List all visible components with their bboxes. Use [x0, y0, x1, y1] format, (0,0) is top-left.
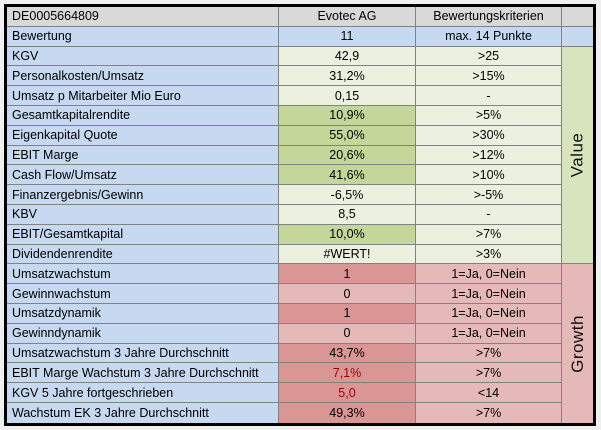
- row-label-cell[interactable]: Gesamtkapitalrendite: [7, 105, 279, 126]
- row-value-cell[interactable]: 10,9%: [279, 105, 416, 126]
- growth-section-strip[interactable]: Growth: [562, 264, 593, 423]
- row-label-cell[interactable]: EBIT/Gesamtkapital: [7, 224, 279, 245]
- row-value-cell[interactable]: 0,15: [279, 86, 416, 106]
- row-label-cell[interactable]: Finanzergebnis/Gewinn: [7, 185, 279, 205]
- valuation-table: DE0005664809 Evotec AG Bewertungskriterien…: [4, 4, 596, 426]
- row-label-cell[interactable]: Umsatzwachstum: [7, 264, 279, 285]
- row-value-cell[interactable]: 20,6%: [279, 145, 416, 166]
- row-label-cell[interactable]: Umsatzwachstum 3 Jahre Durchschnitt: [7, 343, 279, 364]
- row-value-cell[interactable]: -6,5%: [279, 185, 416, 205]
- row-label-cell[interactable]: EBIT Marge Wachstum 3 Jahre Durchschnitt: [7, 363, 279, 384]
- row-value-cell[interactable]: #WERT!: [279, 244, 416, 265]
- row-label-cell[interactable]: Personalkosten/Umsatz: [7, 66, 279, 87]
- row-value-cell[interactable]: 49,3%: [279, 402, 416, 423]
- row-value-cell[interactable]: 7,1%: [279, 363, 416, 384]
- criteria-header-cell[interactable]: Bewertungskriterien: [416, 7, 562, 27]
- row-label-cell[interactable]: Umsatzdynamik: [7, 303, 279, 324]
- score-criteria-cell[interactable]: max. 14 Punkte: [416, 26, 562, 47]
- header-spacer-cell[interactable]: [562, 7, 593, 27]
- row-label-cell[interactable]: KGV 5 Jahre fortgeschrieben: [7, 383, 279, 403]
- row-criteria-cell[interactable]: <14: [416, 383, 562, 403]
- row-label-cell[interactable]: KBV: [7, 204, 279, 225]
- row-label-cell[interactable]: EBIT Marge: [7, 145, 279, 166]
- score-value-cell[interactable]: 11: [279, 26, 416, 47]
- row-label-cell[interactable]: Gewinndynamik: [7, 323, 279, 344]
- row-label-cell[interactable]: Dividendenrendite: [7, 244, 279, 265]
- row-value-cell[interactable]: 42,9: [279, 46, 416, 67]
- row-criteria-cell[interactable]: >30%: [416, 125, 562, 146]
- row-label-cell[interactable]: KGV: [7, 46, 279, 67]
- row-criteria-cell[interactable]: >10%: [416, 165, 562, 186]
- row-criteria-cell[interactable]: 1=Ja, 0=Nein: [416, 303, 562, 324]
- row-value-cell[interactable]: 10,0%: [279, 224, 416, 245]
- score-label-cell[interactable]: Bewertung: [7, 26, 279, 47]
- row-label-cell[interactable]: Umsatz p Mitarbeiter Mio Euro: [7, 86, 279, 106]
- spreadsheet-grid: DE0005664809 Evotec AG Bewertungskriterien…: [7, 7, 593, 423]
- row-label-cell[interactable]: Eigenkapital Quote: [7, 125, 279, 146]
- row-criteria-cell[interactable]: -: [416, 86, 562, 106]
- row-value-cell[interactable]: 43,7%: [279, 343, 416, 364]
- row-criteria-cell[interactable]: >15%: [416, 66, 562, 87]
- row-value-cell[interactable]: 41,6%: [279, 165, 416, 186]
- row-criteria-cell[interactable]: >12%: [416, 145, 562, 166]
- row-label-cell[interactable]: Gewinnwachstum: [7, 284, 279, 304]
- isin-cell[interactable]: DE0005664809: [7, 7, 279, 27]
- row-criteria-cell[interactable]: 1=Ja, 0=Nein: [416, 323, 562, 344]
- row-value-cell[interactable]: 8,5: [279, 204, 416, 225]
- row-criteria-cell[interactable]: >3%: [416, 244, 562, 265]
- company-header-cell[interactable]: Evotec AG: [279, 7, 416, 27]
- row-criteria-cell[interactable]: 1=Ja, 0=Nein: [416, 284, 562, 304]
- row-criteria-cell[interactable]: >5%: [416, 105, 562, 126]
- row-value-cell[interactable]: 55,0%: [279, 125, 416, 146]
- row-value-cell[interactable]: 1: [279, 264, 416, 285]
- row-value-cell[interactable]: 5,0: [279, 383, 416, 403]
- row-criteria-cell[interactable]: >7%: [416, 224, 562, 245]
- row-value-cell[interactable]: 0: [279, 284, 416, 304]
- row-criteria-cell[interactable]: >25: [416, 46, 562, 67]
- row-label-cell[interactable]: Wachstum EK 3 Jahre Durchschnitt: [7, 402, 279, 423]
- row-criteria-cell[interactable]: >7%: [416, 343, 562, 364]
- row-criteria-cell[interactable]: >-5%: [416, 185, 562, 205]
- row-criteria-cell[interactable]: 1=Ja, 0=Nein: [416, 264, 562, 285]
- row-label-cell[interactable]: Cash Flow/Umsatz: [7, 165, 279, 186]
- value-section-strip[interactable]: Value: [562, 46, 593, 265]
- row-value-cell[interactable]: 0: [279, 323, 416, 344]
- row-criteria-cell[interactable]: >7%: [416, 402, 562, 423]
- score-spacer-cell[interactable]: [562, 26, 593, 47]
- value-section-strip-text: Value: [567, 132, 587, 178]
- row-value-cell[interactable]: 1: [279, 303, 416, 324]
- row-value-cell[interactable]: 31,2%: [279, 66, 416, 87]
- row-criteria-cell[interactable]: -: [416, 204, 562, 225]
- growth-section-strip-text: Growth: [567, 314, 587, 373]
- row-criteria-cell[interactable]: >7%: [416, 363, 562, 384]
